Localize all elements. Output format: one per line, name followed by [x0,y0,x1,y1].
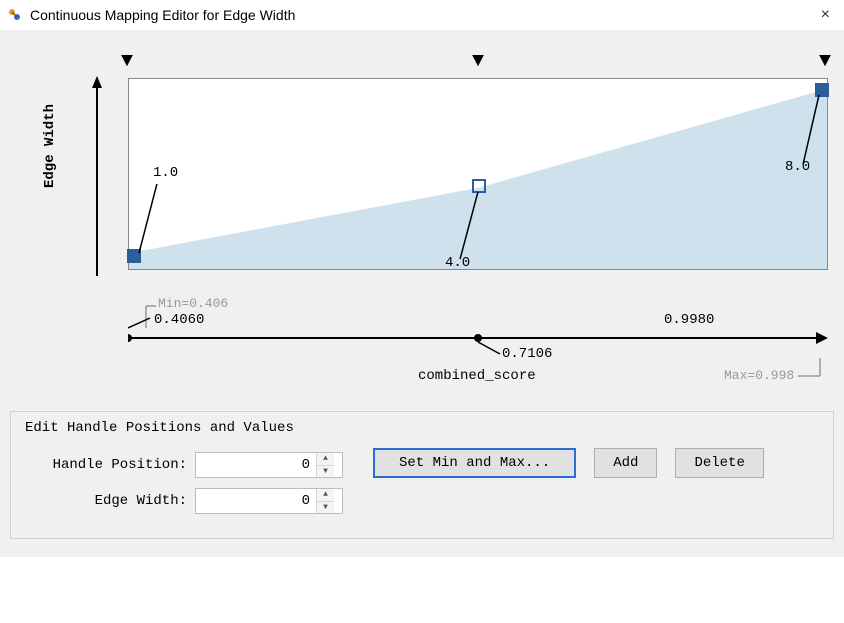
handle-value-label: 1.0 [153,165,178,181]
spinner-down-icon[interactable]: ▼ [317,466,334,478]
spinner-up-icon[interactable]: ▲ [317,489,334,502]
edge-width-spinner[interactable]: ▲ ▼ [195,488,343,514]
panel-title: Edit Handle Positions and Values [25,420,819,436]
x-tick-label: 0.4060 [154,312,204,328]
handle-square[interactable] [472,179,486,193]
editor-body: Edge Width ▼ ▼ ▼ [0,30,844,557]
spinner-up-icon[interactable]: ▲ [317,453,334,466]
handle-position-spinner[interactable]: ▲ ▼ [195,452,343,478]
y-axis-arrow [90,76,104,276]
x-max-label: Max=0.998 [724,368,794,383]
edge-width-label: Edge Width: [25,493,195,509]
x-min-label: Min=0.406 [158,296,228,311]
spinner-down-icon[interactable]: ▼ [317,502,334,514]
edge-width-input[interactable] [196,489,316,513]
handle-triangle-icon[interactable]: ▼ [472,52,484,72]
set-min-max-button[interactable]: Set Min and Max... [373,448,576,478]
close-icon[interactable]: × [817,6,834,24]
window-title: Continuous Mapping Editor for Edge Width [30,7,817,23]
title-bar: Continuous Mapping Editor for Edge Width… [0,0,844,30]
handle-triangle-icon[interactable]: ▼ [121,52,133,72]
delete-button[interactable]: Delete [675,448,763,478]
y-axis-label: Edge Width [42,104,58,188]
add-button[interactable]: Add [594,448,657,478]
edit-handle-panel: Edit Handle Positions and Values Handle … [10,411,834,539]
x-tick-label: 0.7106 [502,346,552,362]
handle-value-label: 8.0 [785,159,810,175]
handle-value-label: 4.0 [445,255,470,271]
handle-square[interactable] [127,249,141,263]
handle-position-label: Handle Position: [25,457,195,473]
app-icon [6,7,22,23]
handle-square[interactable] [815,83,829,97]
mapping-chart: Edge Width ▼ ▼ ▼ [10,48,834,393]
x-tick-label: 0.9980 [664,312,714,328]
handle-position-input[interactable] [196,453,316,477]
handle-triangle-icon[interactable]: ▼ [819,52,831,72]
gradient-plot[interactable]: 1.0 4.0 8.0 [128,78,828,270]
x-axis: Min=0.406 0.4060 0.7106 0.9980 Max=0.998… [128,298,828,393]
x-axis-label: combined_score [418,368,536,384]
